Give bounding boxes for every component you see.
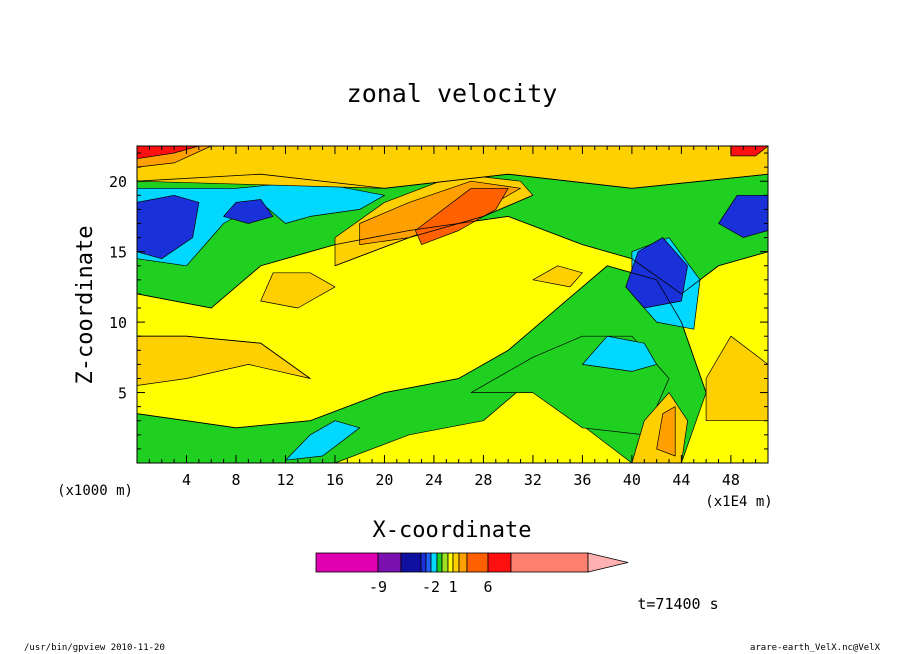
x-tick-label-12: 12	[276, 471, 294, 489]
field-region-4	[582, 335, 657, 372]
colorbar-label-2: 1	[448, 578, 457, 596]
colorbar-segment-5	[430, 552, 438, 573]
field-region-23	[415, 187, 509, 245]
colorbar-segment-12	[487, 552, 512, 573]
field-region-22	[656, 406, 676, 457]
x-tick-label-8: 8	[231, 471, 240, 489]
colorbar-segment-7	[441, 552, 449, 573]
x-tick-label-24: 24	[425, 471, 443, 489]
y-tick-label-15: 15	[109, 244, 127, 262]
colorbar-segment-10	[458, 552, 468, 573]
x-axis-ticks: 4 8 12 16 20 24 28 32 36 40 44 48	[148, 146, 769, 489]
colorbar-segment-0	[315, 552, 379, 573]
plot-frame	[136, 145, 769, 464]
x-tick-label-40: 40	[623, 471, 641, 489]
contour-line-2	[137, 173, 768, 189]
colorbar-segment-6	[436, 552, 443, 573]
contour-line-3	[137, 335, 311, 379]
y-tick-label-5: 5	[118, 385, 127, 403]
field-region-7	[137, 194, 200, 260]
chart-title: zonal velocity	[347, 79, 558, 108]
field-region-24	[137, 146, 200, 160]
y-axis-ticks: 5 10 15 20	[109, 152, 768, 450]
colorbar-label-0: -9	[369, 578, 387, 596]
y-tick-label-20: 20	[109, 173, 127, 191]
colorbar-segment-2	[400, 552, 422, 573]
field-region-10	[718, 194, 768, 238]
x-tick-label-48: 48	[722, 471, 740, 489]
field-region-5	[285, 420, 361, 461]
footer-left: /usr/bin/gpview 2010-11-20	[24, 643, 165, 653]
field-region-19	[532, 265, 583, 288]
contour-line-1	[137, 215, 768, 309]
colorbar-labels: -9 -2 1 6	[369, 578, 493, 596]
x-tick-label-44: 44	[672, 471, 690, 489]
contour-line-4	[334, 194, 534, 267]
colorbar-segment-3	[420, 552, 427, 573]
x-tick-label-28: 28	[474, 471, 492, 489]
colorbar-segment-13	[510, 552, 589, 573]
colorbar-segment-1	[377, 552, 402, 573]
colorbar-arrow	[587, 552, 629, 573]
colorbar-label-3: 6	[483, 578, 492, 596]
y-axis-unit-label: (x1000 m)	[57, 483, 133, 499]
field-region-8	[223, 199, 274, 224]
y-tick-label-10: 10	[109, 314, 127, 332]
field-region-18	[705, 335, 768, 422]
contour-line-0	[137, 265, 707, 429]
colorbar-label-1: -2	[422, 578, 440, 596]
x-axis-unit-label: (x1E4 m)	[705, 494, 772, 510]
time-label: t=71400 s	[637, 595, 718, 613]
field-region-9	[625, 237, 688, 309]
colorbar-segment-11	[466, 552, 489, 573]
x-tick-label-16: 16	[326, 471, 344, 489]
x-tick-label-32: 32	[524, 471, 542, 489]
colorbar-segment-4	[425, 552, 432, 573]
y-axis-title: Z-coordinate	[73, 226, 98, 385]
footer-right: arare-earth_VelX.nc@VelX	[750, 643, 881, 653]
colorbar	[315, 552, 629, 573]
colorbar-segment-8	[447, 552, 454, 573]
x-axis-title: X-coordinate	[373, 518, 532, 543]
x-tick-label-36: 36	[573, 471, 591, 489]
field-region-14	[260, 272, 336, 309]
x-tick-label-20: 20	[375, 471, 393, 489]
plot-area	[137, 146, 768, 463]
colorbar-segment-9	[452, 552, 460, 573]
x-tick-label-4: 4	[182, 471, 191, 489]
